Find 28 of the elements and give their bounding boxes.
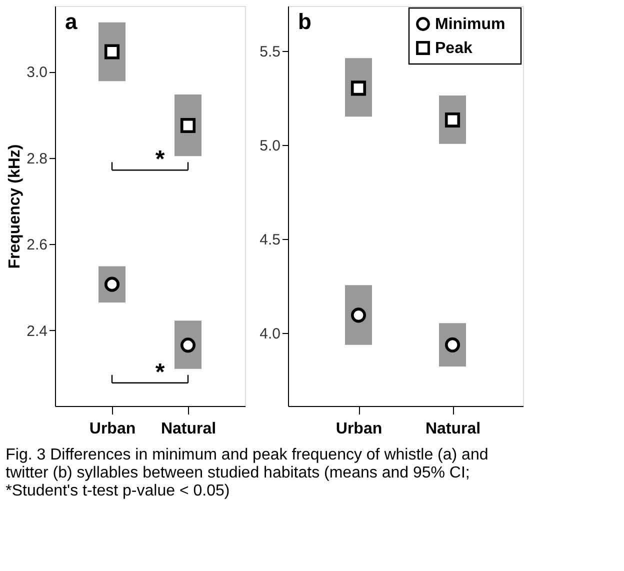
point [104,276,120,292]
y-tick-label: 5.0 [260,138,280,155]
x-tick-label: Urban [336,420,382,438]
y-tick-label: 5.5 [260,44,280,61]
annotation: * [155,146,166,174]
y-tick-label: 2.8 [26,150,48,168]
point [444,337,460,352]
point [180,118,196,134]
chart-title: a [65,9,78,34]
legend-label: Minimum [435,16,506,33]
x-tick-label: Natural [425,420,481,438]
y-tick-label: 4.5 [260,232,280,249]
y-axis-title: Frequency (kHz) [6,144,24,269]
legend-label: Peak [435,40,472,57]
y-tick-label: 2.4 [26,322,48,340]
caption: Fig. 3 Differences in minimum and peak frequency of whistle (a) and twitter (b) syllables between studied habitats (means and 95% CI; *Student's t-test p-value < 0.05) [6,446,488,500]
point [350,80,366,96]
point [444,112,460,128]
point [180,338,196,353]
y-tick-label: 2.6 [26,236,48,254]
point [350,308,366,323]
x-tick-label: Natural [160,420,216,438]
y-tick-label: 4.0 [260,326,280,343]
chart-title: b [298,9,312,34]
x-tick-label: Urban [89,420,136,438]
point [104,44,120,60]
annotation: * [155,358,166,386]
y-tick-label: 3.0 [26,64,48,82]
